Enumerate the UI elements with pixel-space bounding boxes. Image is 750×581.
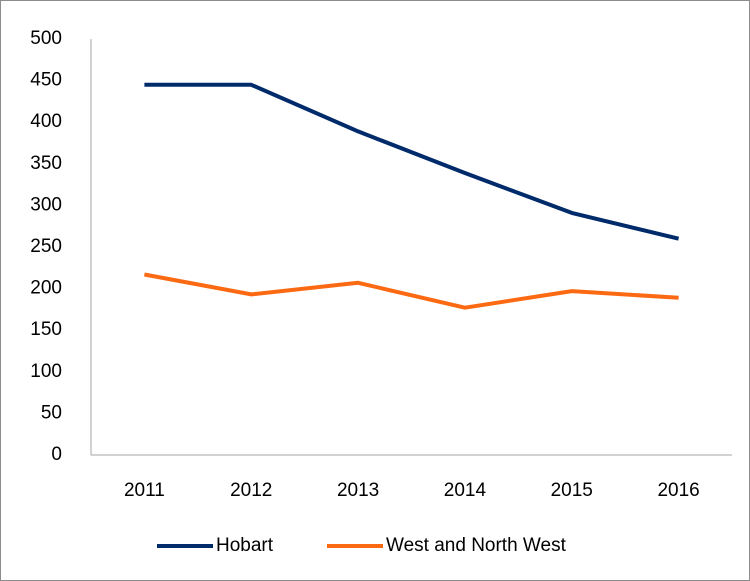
series-line [144,82,680,241]
y-tick-label: 350 [30,153,62,174]
y-tick-label: 100 [30,361,62,382]
x-tick-label: 2015 [551,480,593,501]
y-tick-label: 450 [30,70,62,91]
y-tick-label: 500 [30,28,62,49]
y-tick-label: 0 [51,444,62,465]
x-tick-label: 2011 [124,480,165,501]
x-tick-label: 2016 [657,480,699,501]
x-tick-label: 2012 [230,480,272,501]
series-line [144,272,679,310]
y-tick-label: 150 [30,319,62,340]
y-tick-label: 300 [30,194,62,215]
y-tick-label: 50 [41,402,62,423]
x-tick-label: 2014 [444,480,487,501]
y-tick-label: 400 [30,111,62,132]
y-tick-label: 200 [30,278,62,299]
x-tick-label: 2013 [337,480,379,501]
legend-label: West and North West [386,535,567,556]
legend-label: Hobart [216,535,274,556]
y-tick-label: 250 [30,236,62,257]
